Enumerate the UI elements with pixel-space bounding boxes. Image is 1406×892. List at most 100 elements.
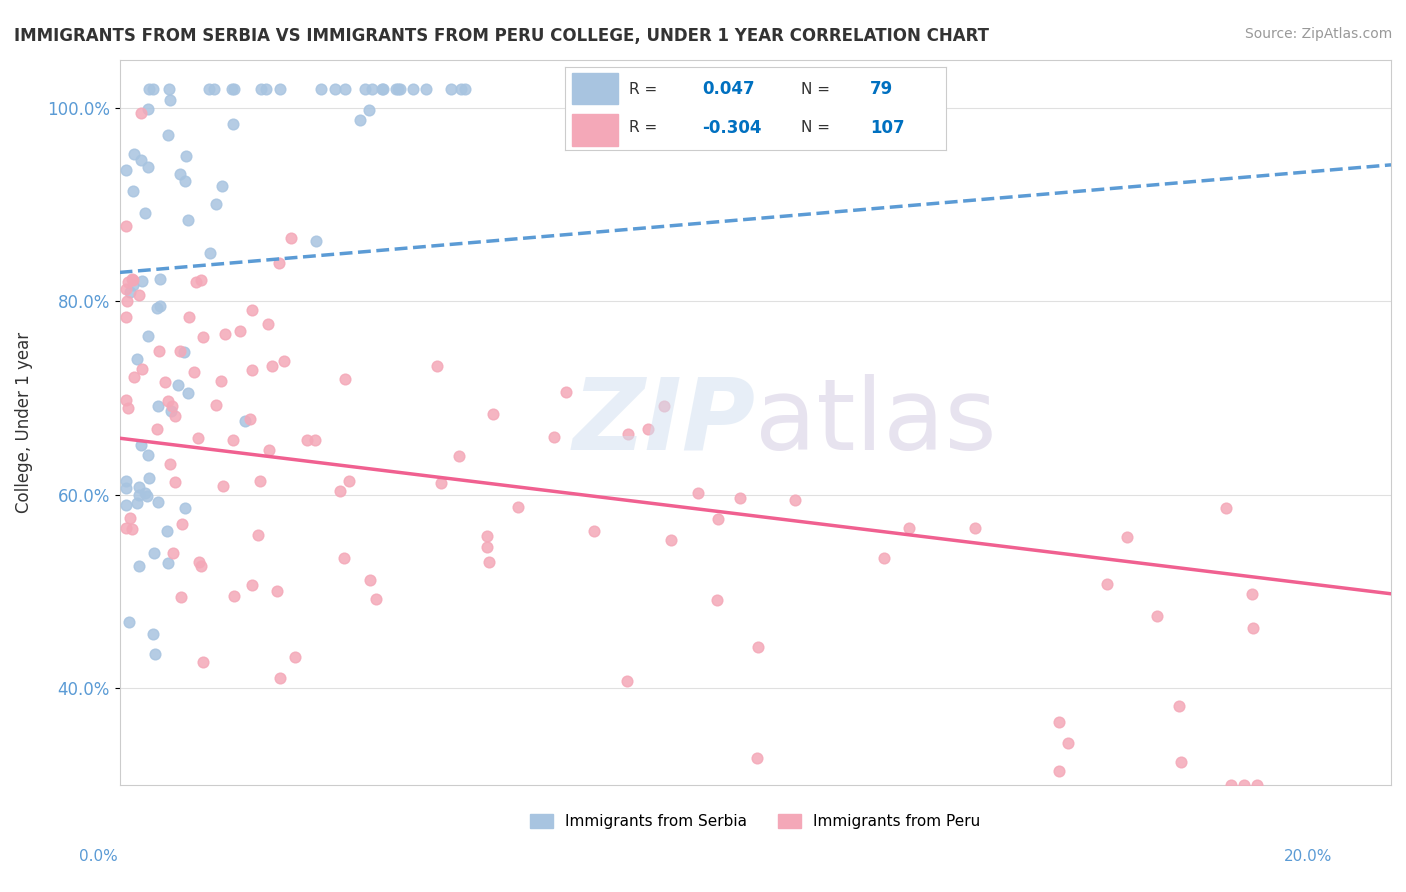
Point — [149, 272, 172, 286]
Point — [131, 275, 153, 289]
Point — [1095, 577, 1118, 591]
Point — [1246, 778, 1268, 792]
Point — [198, 245, 221, 260]
Point — [211, 479, 233, 493]
Point — [214, 327, 236, 342]
Point — [122, 146, 145, 161]
Point — [148, 495, 170, 509]
Point — [173, 501, 195, 516]
Point — [136, 160, 159, 174]
Point — [371, 81, 394, 95]
Point — [159, 93, 181, 107]
Point — [337, 475, 360, 489]
Point — [117, 401, 139, 415]
Point — [249, 81, 271, 95]
Point — [269, 81, 291, 95]
Point — [172, 516, 194, 531]
Point — [447, 450, 470, 464]
Point — [304, 434, 326, 448]
Point — [1057, 736, 1080, 750]
Point — [267, 256, 290, 270]
Point — [129, 105, 152, 120]
Point — [174, 174, 197, 188]
Point — [323, 81, 346, 95]
Point — [143, 647, 166, 661]
Point — [115, 282, 138, 296]
Point — [616, 674, 638, 689]
Point — [142, 627, 165, 641]
Point — [335, 372, 357, 386]
Point — [229, 324, 252, 338]
Point — [159, 403, 181, 417]
Point — [897, 521, 920, 535]
Text: atlas: atlas — [755, 374, 997, 471]
Point — [135, 489, 157, 503]
Point — [197, 81, 219, 95]
Point — [387, 81, 409, 95]
Point — [134, 206, 156, 220]
Point — [1219, 778, 1241, 792]
Point — [134, 486, 156, 500]
Point — [233, 414, 256, 428]
Text: ZIP: ZIP — [572, 374, 755, 471]
Point — [188, 555, 211, 569]
Text: IMMIGRANTS FROM SERBIA VS IMMIGRANTS FROM PERU COLLEGE, UNDER 1 YEAR CORRELATION: IMMIGRANTS FROM SERBIA VS IMMIGRANTS FRO… — [14, 27, 988, 45]
Point — [242, 578, 264, 592]
Point — [554, 384, 576, 399]
Point — [118, 511, 141, 525]
Point — [1170, 755, 1192, 769]
Point — [143, 546, 166, 560]
Point — [242, 363, 264, 377]
Point — [415, 81, 437, 95]
Point — [190, 273, 212, 287]
Point — [115, 521, 138, 535]
Point — [309, 81, 332, 95]
Text: 20.0%: 20.0% — [1284, 849, 1331, 863]
Point — [183, 365, 205, 379]
Point — [169, 168, 191, 182]
Point — [349, 112, 371, 127]
Point — [224, 590, 246, 604]
Point — [1116, 530, 1139, 544]
Point — [202, 81, 225, 95]
Point — [136, 102, 159, 116]
Point — [115, 393, 138, 408]
Point — [115, 219, 138, 234]
Point — [115, 475, 138, 489]
Point — [583, 524, 606, 538]
Point — [115, 310, 138, 324]
Point — [162, 546, 184, 560]
Point — [121, 522, 143, 536]
Point — [354, 81, 377, 95]
Point — [142, 81, 165, 95]
Point — [388, 81, 411, 95]
Point — [1233, 778, 1256, 792]
Point — [659, 533, 682, 548]
Point — [118, 615, 141, 630]
Point — [191, 330, 214, 344]
Point — [153, 375, 176, 389]
Point — [190, 559, 212, 574]
Point — [747, 751, 769, 765]
Point — [240, 302, 263, 317]
Point — [222, 117, 245, 131]
Point — [335, 81, 357, 95]
Point — [169, 343, 191, 358]
Point — [430, 476, 453, 491]
Point — [477, 528, 499, 542]
Point — [136, 328, 159, 343]
Point — [122, 370, 145, 384]
Point — [1241, 621, 1264, 635]
Point — [280, 230, 302, 244]
Point — [138, 470, 160, 484]
Point — [305, 234, 328, 248]
Point — [706, 592, 728, 607]
Point — [785, 492, 807, 507]
Point — [273, 354, 295, 368]
Point — [170, 590, 193, 604]
Point — [167, 377, 190, 392]
Point — [262, 359, 284, 373]
Point — [481, 407, 503, 421]
Point — [146, 301, 169, 315]
Point — [426, 359, 449, 373]
